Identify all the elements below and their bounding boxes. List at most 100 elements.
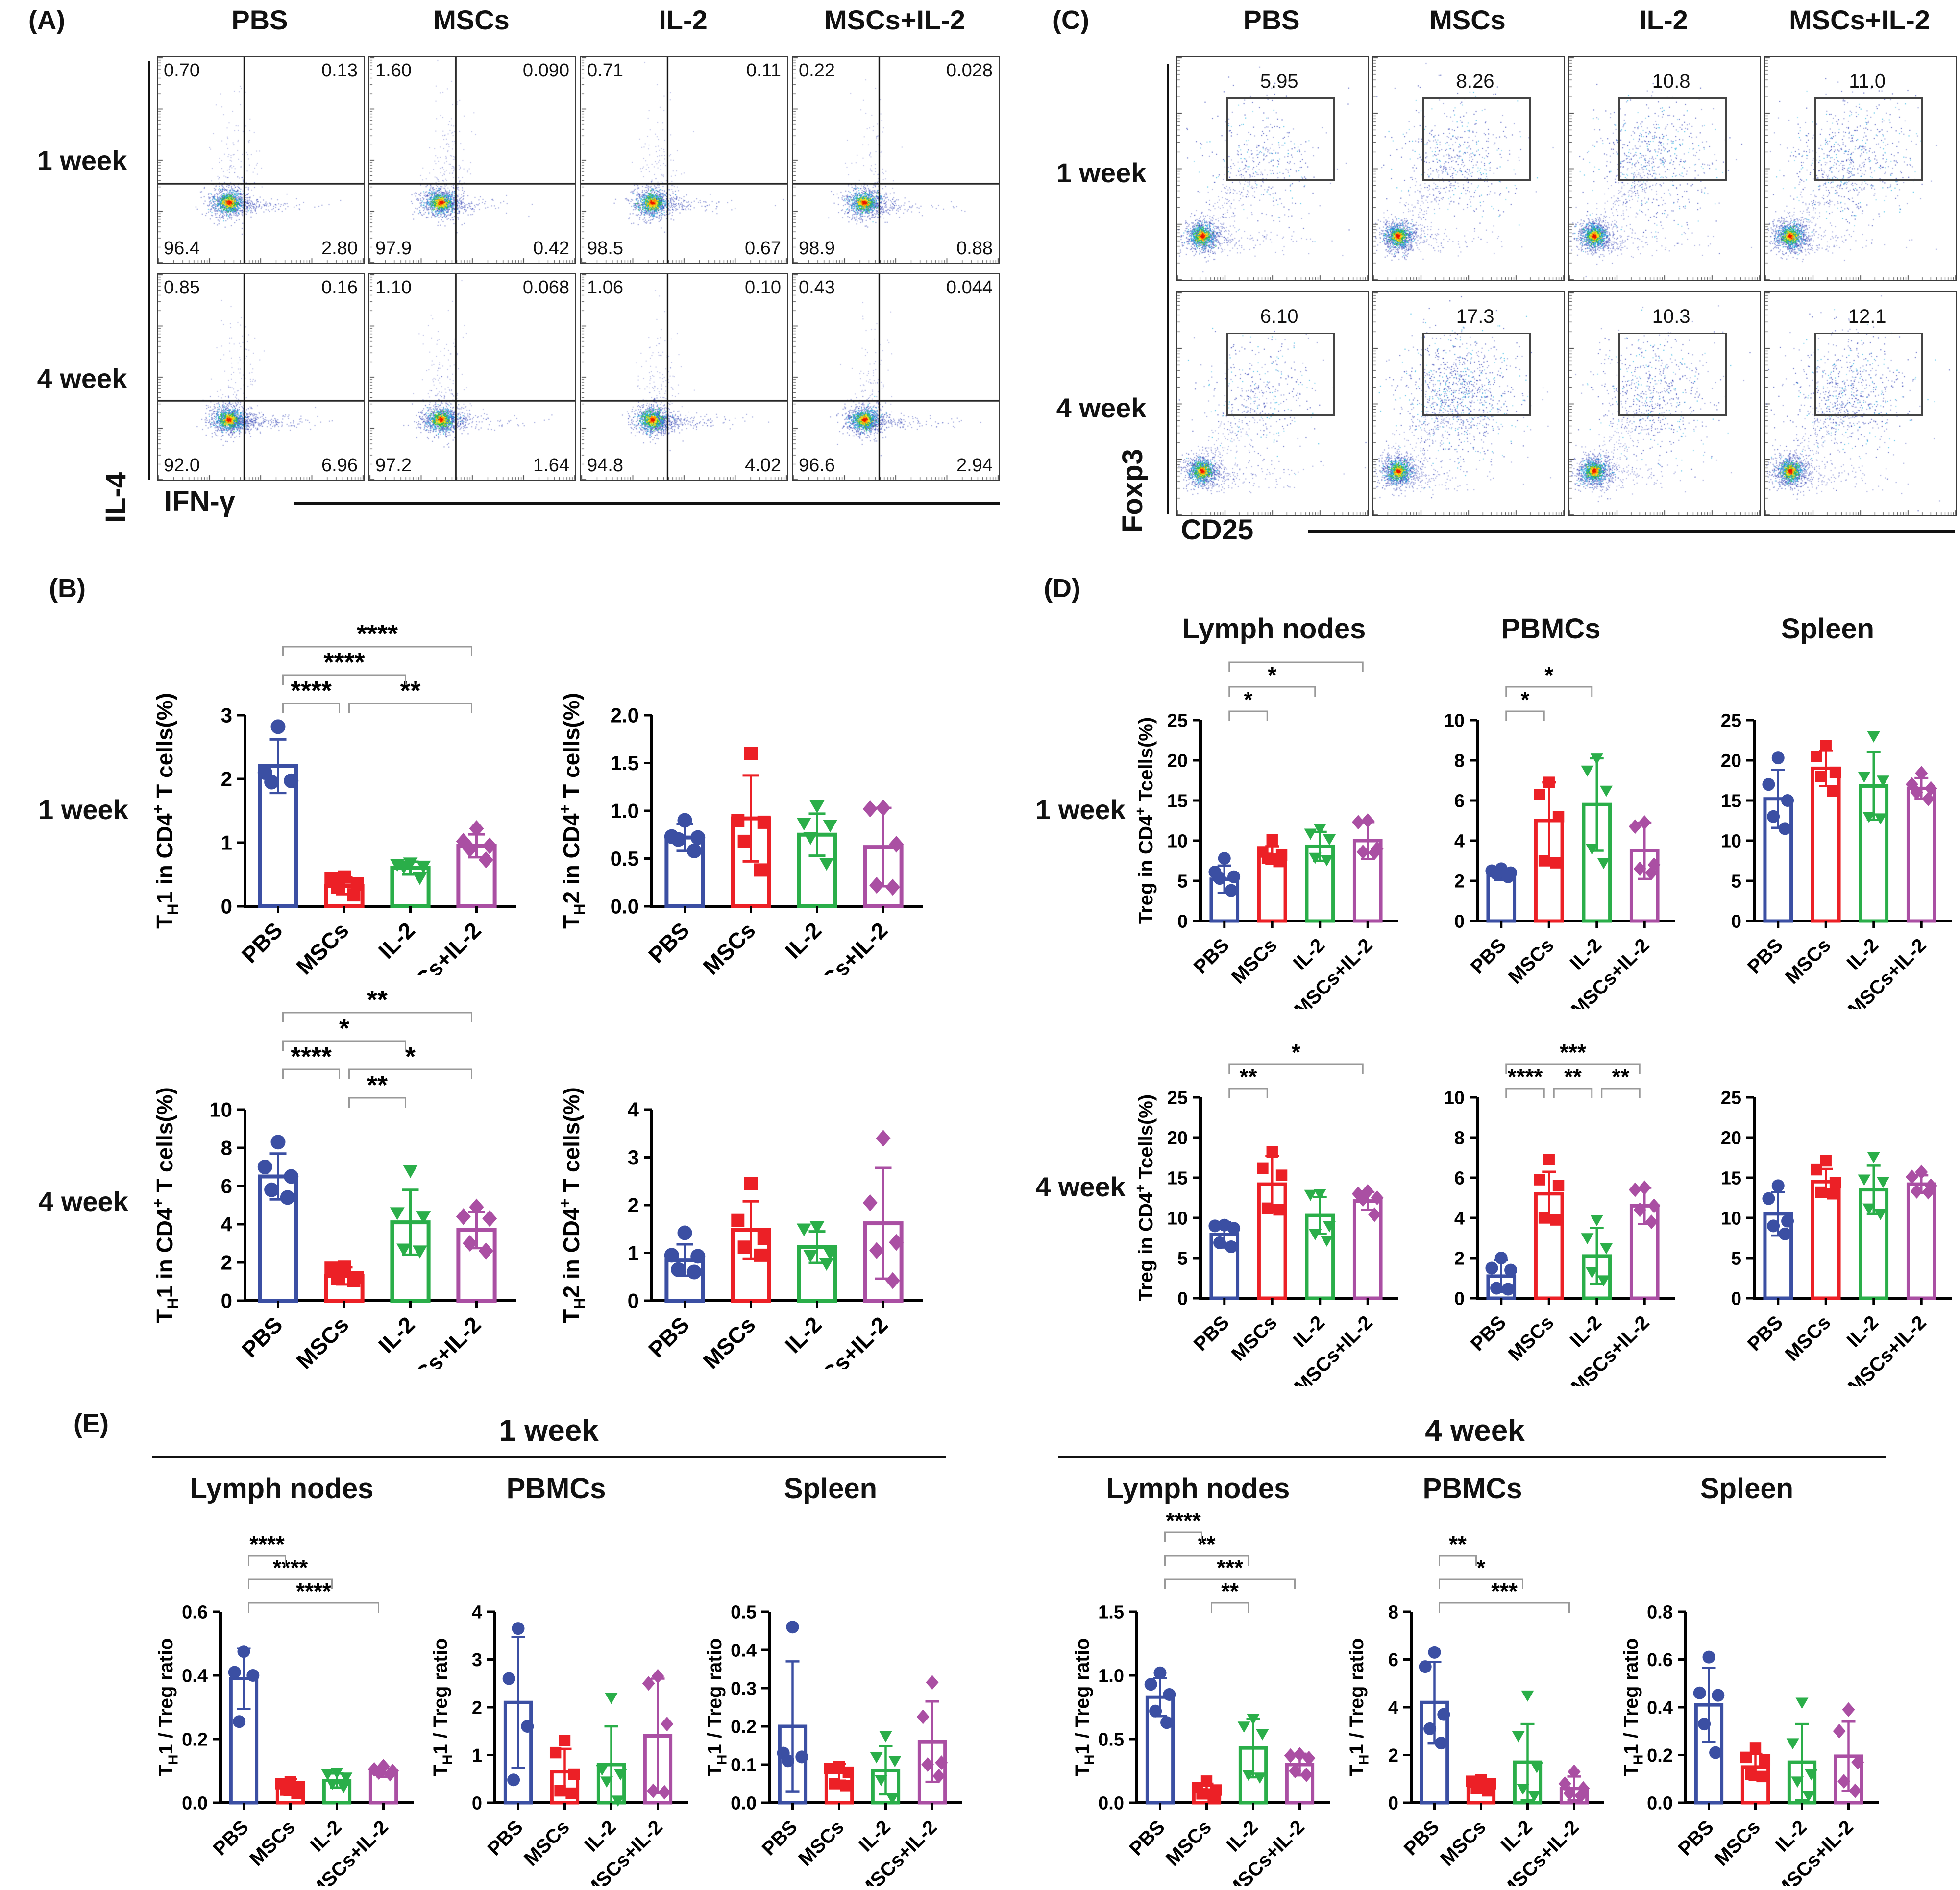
svg-text:MSCs: MSCs	[245, 1816, 299, 1870]
panel-d-title-spleen: Spleen	[1781, 613, 1875, 645]
svg-text:IL-2: IL-2	[1289, 1311, 1329, 1351]
panel-d-title-ln: Lymph nodes	[1182, 613, 1366, 645]
svg-text:**: **	[400, 676, 420, 705]
svg-text:5: 5	[1177, 871, 1188, 892]
svg-text:PBS: PBS	[484, 1816, 527, 1860]
svg-text:MSCs: MSCs	[291, 1311, 353, 1369]
flow-a-header-mscsil2: MSCs+IL-2	[824, 4, 965, 35]
flow-plot-c-1w-mscs: 8.26	[1372, 56, 1565, 281]
svg-text:25: 25	[1721, 710, 1741, 731]
panel-d: (D) Lymph nodes PBMCs Spleen 1 week 4 we…	[1029, 563, 1960, 1398]
il4-axis-line	[148, 61, 150, 480]
svg-text:4: 4	[628, 1098, 639, 1121]
e2-title: PBMCs	[506, 1473, 606, 1504]
svg-text:2: 2	[472, 1697, 482, 1718]
svg-text:0: 0	[1454, 1288, 1465, 1309]
panel-d-row1-label: 1 week	[1035, 794, 1126, 825]
svg-text:20: 20	[1721, 751, 1741, 771]
chart-d-4w-spleen: 0 5 10 15 20 25 PBS MSCs IL-2 MSCs+IL-2	[1681, 1029, 1955, 1398]
svg-text:TH1 / Treg ratio: TH1 / Treg ratio	[1620, 1638, 1645, 1777]
panel-c: (C) PBS MSCs IL-2 MSCs+IL-2 1 week 4 wee…	[1044, 0, 1960, 546]
panel-e-group1-title: 1 week	[499, 1414, 599, 1448]
flow-plot-c-1w-il2: 10.8	[1568, 56, 1761, 281]
svg-text:PBS: PBS	[758, 1816, 802, 1860]
svg-text:15: 15	[1721, 791, 1741, 811]
chart-b-4w-th2: 0 1 2 3 4 PBS MSCs IL-2 MSCs+IL-2 TH2 in CD4+ T c…	[554, 987, 936, 1411]
svg-text:****: ****	[291, 1042, 332, 1071]
svg-text:TH1 / Treg ratio: TH1 / Treg ratio	[155, 1638, 180, 1777]
svg-text:PBS: PBS	[643, 1311, 694, 1362]
svg-text:*: *	[1292, 1040, 1300, 1065]
svg-text:10: 10	[1167, 1208, 1188, 1229]
flow-c-row1-label: 1 week	[1056, 157, 1147, 188]
svg-text:***: ***	[1560, 1040, 1586, 1065]
svg-text:IL-2: IL-2	[306, 1816, 345, 1856]
e4-title: Lymph nodes	[1106, 1473, 1290, 1504]
svg-text:TH1 in CD4+ T cells(%): TH1 in CD4+ T cells(%)	[149, 693, 182, 929]
svg-text:IL-2: IL-2	[373, 917, 420, 964]
svg-text:MSCs: MSCs	[1504, 934, 1558, 988]
flow-c-header-pbs: PBS	[1243, 4, 1300, 35]
chart-e-4w-spleen: 0.0 0.2 0.4 0.6 0.8 PBS MSCs IL-2 MSCs+IL-2 TH1 /…	[1612, 1509, 1882, 1890]
svg-text:3: 3	[472, 1650, 482, 1671]
svg-text:IL-2: IL-2	[1566, 934, 1606, 974]
svg-text:*: *	[405, 1042, 416, 1071]
svg-text:0.2: 0.2	[731, 1717, 757, 1737]
flow-plot-c-4w-pbs: 6.10	[1176, 291, 1369, 516]
svg-text:0.5: 0.5	[731, 1602, 757, 1623]
foxp3-axis-line	[1167, 64, 1169, 514]
svg-text:1: 1	[628, 1241, 639, 1264]
svg-text:**: **	[1221, 1578, 1239, 1604]
svg-text:1: 1	[221, 831, 232, 854]
svg-text:0: 0	[1388, 1793, 1398, 1814]
svg-text:***: ***	[1491, 1578, 1518, 1604]
svg-text:8: 8	[1454, 1128, 1465, 1148]
panel-b-row1-label: 1 week	[38, 794, 128, 825]
chart-e-1w-pbmcs: 0 1 2 3 4 PBS MSCs IL-2 MSCs+IL-2 TH1 / Treg rati…	[421, 1509, 691, 1890]
cd25-axis-line	[1308, 530, 1955, 533]
flow-plot-a-1w-il2: 0.71 0.11 98.5 0.67	[580, 56, 788, 264]
flow-plot-c-4w-mscs: 17.3	[1372, 291, 1565, 516]
svg-text:TH1 / Treg ratio: TH1 / Treg ratio	[430, 1638, 455, 1777]
svg-text:15: 15	[1167, 1168, 1188, 1188]
svg-text:10: 10	[1167, 831, 1188, 851]
flow-a-row2-label: 4 week	[37, 363, 127, 394]
panel-c-label: (C)	[1053, 5, 1089, 35]
chart-e-1w-spleen: 0.0 0.1 0.2 0.3 0.4 0.5 PBS MSCs IL-2 MSCs+IL-2 TH…	[696, 1509, 965, 1890]
svg-text:IL-2: IL-2	[780, 917, 827, 964]
chart-d-4w-ln: 0 5 10 15 20 25 ** * PBS MSCs IL-2 MSCs+IL-2 Treg in…	[1127, 1029, 1401, 1398]
svg-text:PBS: PBS	[237, 1311, 288, 1362]
flow-a-xlabel: IFN-γ	[164, 485, 235, 517]
svg-text:MSCs: MSCs	[794, 1816, 848, 1870]
svg-text:25: 25	[1721, 1088, 1741, 1108]
svg-text:IL-2: IL-2	[780, 1311, 827, 1358]
svg-text:PBS: PBS	[1190, 1311, 1233, 1355]
svg-text:****: ****	[323, 648, 365, 677]
flow-plot-a-1w-mscsil2: 0.22 0.028 98.9 0.88	[792, 56, 1000, 264]
svg-text:6: 6	[1388, 1650, 1398, 1671]
flow-a-header-mscs: MSCs	[433, 4, 510, 35]
e6-title: Spleen	[1700, 1473, 1794, 1504]
svg-text:4: 4	[472, 1602, 482, 1623]
flow-plot-c-1w-pbs: 5.95	[1176, 56, 1369, 281]
flow-plot-c-4w-mscsil2: 12.1	[1764, 291, 1957, 516]
svg-text:6: 6	[1454, 791, 1465, 811]
svg-text:IL-2: IL-2	[1843, 1311, 1883, 1351]
flow-a-row1-label: 1 week	[37, 145, 127, 176]
svg-text:****: ****	[1166, 1509, 1201, 1533]
chart-d-4w-pbmcs: 0 2 4 6 8 10 **** ** ** *** PBS MSCs IL-2 MSCs+IL-2	[1404, 1029, 1678, 1398]
svg-text:**: **	[1564, 1064, 1582, 1090]
svg-text:4: 4	[221, 1213, 233, 1236]
panel-e-label: (E)	[74, 1409, 109, 1438]
svg-text:**: **	[367, 1070, 388, 1100]
chart-e-4w-pbmcs: 0 2 4 6 8 *** * ** PBS MSCs IL-2 MSCs+IL-2 TH1 / Tre…	[1338, 1509, 1607, 1890]
svg-text:1: 1	[472, 1745, 482, 1766]
svg-text:15: 15	[1167, 791, 1188, 811]
chart-e-1w-ln: 0.0 0.2 0.4 0.6 **** **** **** PBS MSCs IL-2 MSCs+…	[147, 1509, 416, 1890]
svg-text:TH1 in CD4+ T cells(%): TH1 in CD4+ T cells(%)	[149, 1087, 182, 1323]
flow-plot-a-4w-mscsil2: 0.43 0.044 96.6 2.94	[792, 273, 1000, 481]
svg-text:4: 4	[1454, 1208, 1465, 1229]
chart-b-1w-th1: 0 1 2 3 **** ** **** **** PBS MSCs IL-2 MSCs+IL-2 TH…	[147, 593, 529, 1017]
svg-text:Treg in CD4+ Tcells(%): Treg in CD4+ Tcells(%)	[1132, 717, 1157, 924]
